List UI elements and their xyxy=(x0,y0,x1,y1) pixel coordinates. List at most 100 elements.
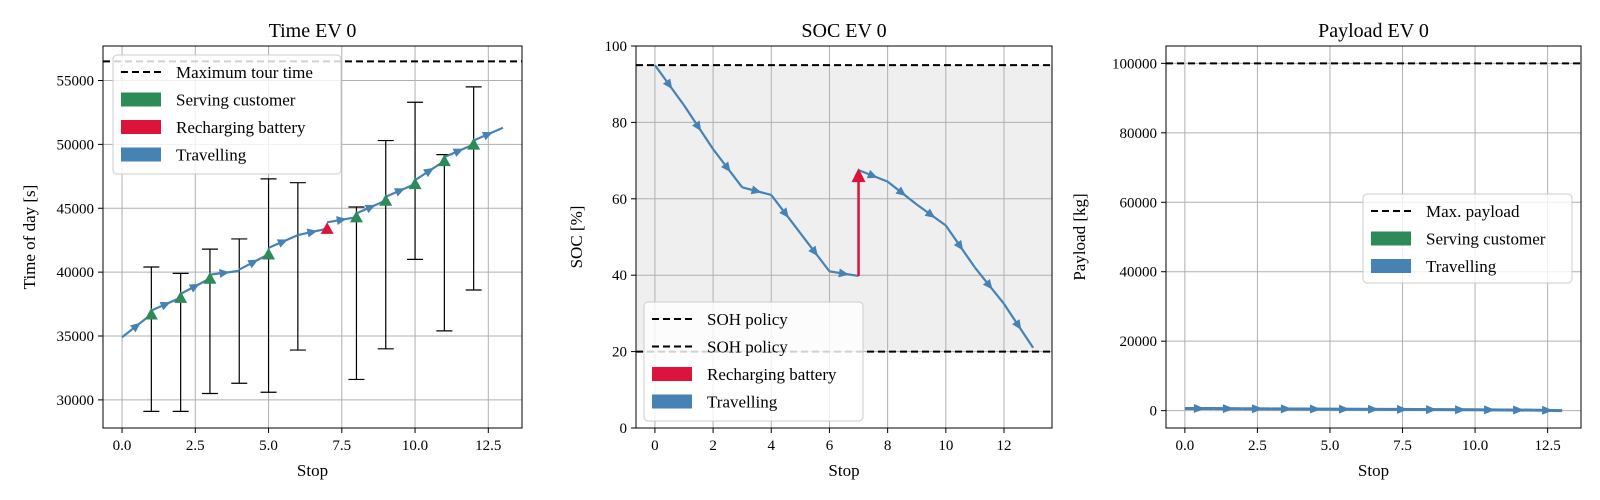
travel-arrowhead xyxy=(1222,404,1234,414)
x-tick-label: 5.0 xyxy=(259,438,278,454)
y-tick-label: 40000 xyxy=(57,265,95,281)
x-tick-label: 10 xyxy=(938,438,953,454)
x-tick-label: 7.5 xyxy=(332,438,351,454)
y-axis-label: Payload [kg] xyxy=(1070,193,1089,280)
legend-handle-travel xyxy=(121,147,161,162)
serving-marker xyxy=(437,154,451,167)
chart-panel-3: 0.0 2.5 5.0 7.5 10.0 12.5 0 20000 40000 60000 8000… xyxy=(1070,20,1582,480)
chart-panel-2: 0 2 4 6 8 10 12 0 20 40 60 80 100 SOC EV 0 Stop SOC [%]… xyxy=(567,20,1053,480)
legend-label: SOH policy xyxy=(707,338,788,357)
legend-label: Travelling xyxy=(176,146,247,165)
x-axis-label: Stop xyxy=(297,461,328,480)
y-tick-label: 0 xyxy=(1150,404,1158,420)
legend-handle-serving xyxy=(1371,231,1411,246)
serving-marker xyxy=(379,194,393,206)
chart-title: Payload EV 0 xyxy=(1318,20,1429,42)
x-tick-label: 8 xyxy=(884,438,892,454)
serving-marker xyxy=(203,272,217,284)
travel-arrowhead xyxy=(662,78,673,90)
travel-arrowhead xyxy=(129,322,141,333)
legend-label: Max. payload xyxy=(1426,202,1520,221)
travel-arrowhead xyxy=(838,268,849,278)
travel-arrowhead xyxy=(750,185,762,195)
serving-marker xyxy=(262,247,276,260)
travel-arrowhead xyxy=(779,207,789,219)
x-tick-label: 10.0 xyxy=(402,438,428,454)
axes-frame xyxy=(102,45,523,429)
travel-arrowhead xyxy=(1193,404,1205,414)
y-tick-label: 20000 xyxy=(1120,334,1158,350)
chart-panel-1: 0.0 2.5 5.0 7.5 10.0 12.5 30000 35000 40000 45000… xyxy=(20,20,523,480)
x-tick-label: 2.5 xyxy=(186,438,205,454)
travel-arrowhead xyxy=(219,268,230,278)
legend-label: Serving customer xyxy=(176,91,296,110)
y-tick-label: 35000 xyxy=(57,329,95,345)
x-tick-label: 2.5 xyxy=(1248,438,1267,454)
x-axis-label: Stop xyxy=(828,461,859,480)
travel-arrowhead xyxy=(159,301,171,311)
y-tick-label: 60000 xyxy=(1120,195,1158,211)
legend-handle-travel xyxy=(652,394,692,409)
x-tick-label: 4 xyxy=(768,438,776,454)
y-tick-label: 60 xyxy=(612,192,627,208)
travel-arrowhead xyxy=(1251,404,1263,414)
y-tick-label: 100 xyxy=(605,39,628,55)
travel-arrowhead xyxy=(481,132,493,141)
travel-arrowhead xyxy=(1455,405,1467,415)
travel-arrowhead xyxy=(188,283,200,293)
chart-title: Time EV 0 xyxy=(269,20,357,42)
legend: Maximum tour time Serving customer Recharg… xyxy=(112,54,342,175)
serving-marker xyxy=(174,291,188,303)
recharge-marker xyxy=(320,222,334,234)
travel-arrowhead xyxy=(895,186,907,197)
legend-handle-recharge xyxy=(652,367,692,381)
travel-arrowhead xyxy=(394,188,405,197)
travel-arrowhead xyxy=(692,120,702,132)
y-tick-label: 55000 xyxy=(57,73,95,89)
x-tick-label: 12.5 xyxy=(475,438,501,454)
recharge-arrowhead xyxy=(851,168,866,183)
legend-label: Recharging battery xyxy=(707,365,837,384)
y-tick-label: 50000 xyxy=(57,137,95,153)
x-tick-label: 5.0 xyxy=(1321,438,1340,454)
x-axis-label: Stop xyxy=(1358,461,1389,480)
legend: SOH policy SOH policy Recharging battery Tr… xyxy=(643,301,864,422)
y-tick-label: 40 xyxy=(612,268,627,284)
x-tick-label: 2 xyxy=(709,438,717,454)
legend: Max. payload Serving customer Travelling xyxy=(1362,193,1573,284)
travel-arrowhead xyxy=(364,204,376,214)
y-tick-label: 20 xyxy=(612,345,627,361)
legend-label: Maximum tour time xyxy=(176,63,313,82)
travel-arrowhead xyxy=(1542,405,1554,415)
legend-label: Serving customer xyxy=(1426,230,1546,249)
travel-arrowhead xyxy=(721,161,731,173)
legend-handle-serving xyxy=(121,92,161,107)
travel-arrowhead xyxy=(1426,405,1438,415)
x-tick-label: 0.0 xyxy=(113,438,132,454)
y-axis-label: SOC [%] xyxy=(567,206,586,269)
serving-marker xyxy=(144,307,158,320)
legend-handle-travel xyxy=(1371,259,1411,273)
travel-arrowhead xyxy=(1396,404,1409,414)
travel-arrowhead xyxy=(1484,405,1496,415)
legend-box xyxy=(643,301,864,422)
x-tick-label: 6 xyxy=(826,438,834,454)
travel-arrowhead xyxy=(982,278,993,290)
legend-label: Recharging battery xyxy=(176,118,306,137)
travel-arrowhead xyxy=(866,169,878,179)
travel-arrowhead xyxy=(953,239,964,251)
y-tick-label: 45000 xyxy=(57,201,95,217)
x-tick-label: 7.5 xyxy=(1393,438,1412,454)
travel-arrowhead xyxy=(247,259,259,269)
x-tick-label: 0.0 xyxy=(1175,438,1194,454)
x-tick-label: 0 xyxy=(651,438,659,454)
travel-arrowhead xyxy=(423,167,434,178)
y-tick-label: 100000 xyxy=(1112,56,1157,72)
y-axis-label: Time of day [s] xyxy=(20,185,39,290)
travel-arrowhead xyxy=(1338,404,1350,414)
travel-arrowhead xyxy=(1012,319,1022,330)
travel-arrowhead xyxy=(452,148,464,157)
travel-arrowhead xyxy=(1280,404,1292,414)
x-tick-label: 12.5 xyxy=(1535,438,1561,454)
x-tick-label: 10.0 xyxy=(1462,438,1488,454)
